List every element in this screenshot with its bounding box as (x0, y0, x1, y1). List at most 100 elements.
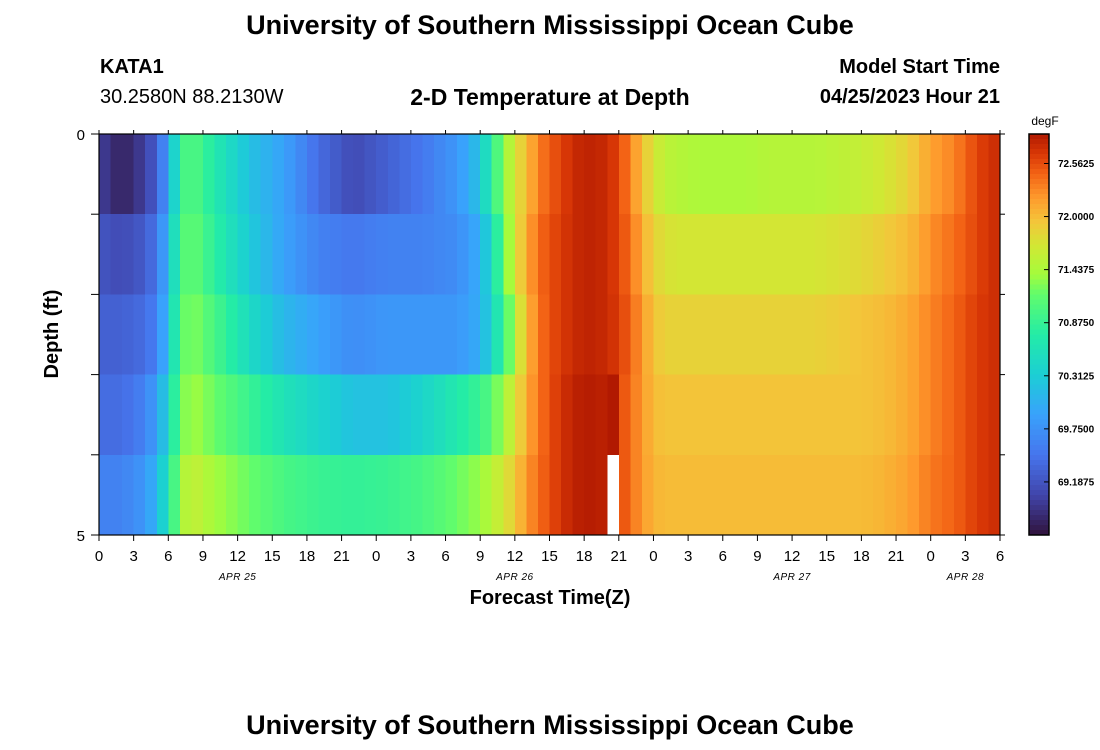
heatmap-cell (514, 454, 527, 536)
heatmap-cell (630, 294, 643, 375)
heatmap-cell (618, 134, 631, 215)
heatmap-cell (318, 134, 331, 215)
x-tick-label: 21 (333, 548, 350, 565)
heatmap-cell (803, 374, 816, 456)
heatmap-cell (745, 294, 758, 375)
colorbar-segment (1029, 249, 1049, 255)
heatmap-cell (226, 134, 239, 215)
heatmap-cell (514, 294, 527, 375)
colorbar-segment (1029, 134, 1049, 140)
heatmap-cell (641, 374, 654, 456)
heatmap-cell (907, 294, 920, 375)
heatmap-cell (907, 134, 920, 215)
heatmap-cell (526, 294, 539, 375)
heatmap-cell (953, 134, 966, 215)
heatmap-cell (191, 294, 204, 375)
x-axis-label: Forecast Time(Z) (470, 587, 631, 609)
heatmap-cell (561, 374, 573, 456)
colorbar-segment (1029, 234, 1049, 240)
heatmap-cell (768, 294, 781, 375)
heatmap-cell (457, 294, 470, 375)
heatmap-cell (468, 454, 481, 536)
heatmap-cell (815, 374, 828, 456)
heatmap-cell (376, 294, 389, 375)
colorbar-segment (1029, 264, 1049, 270)
heatmap-cell (665, 294, 677, 375)
colorbar-segment (1029, 334, 1049, 341)
heatmap-cell (503, 294, 516, 375)
heatmap-cell (561, 454, 573, 536)
heatmap-cell (445, 294, 458, 375)
heatmap-cell (272, 294, 285, 375)
colorbar-segment (1029, 194, 1049, 200)
x-tick-label: 6 (996, 548, 1004, 565)
heatmap-cell (226, 454, 239, 536)
heatmap-cell (907, 214, 920, 295)
heatmap-cell (803, 454, 816, 536)
heatmap-cell (676, 454, 689, 536)
heatmap-cell (872, 454, 885, 536)
heatmap-cell (792, 374, 805, 456)
heatmap-cell (341, 294, 354, 375)
heatmap-cell (272, 454, 285, 536)
x-tick-label: 3 (407, 548, 415, 565)
heatmap-cell (214, 374, 227, 456)
heatmap-cell (249, 294, 262, 375)
heatmap-cell (757, 134, 770, 215)
colorbar-segment (1029, 449, 1049, 456)
heatmap-cell (988, 294, 1001, 375)
heatmap-cell (526, 134, 539, 215)
heatmap-cell (249, 454, 262, 536)
colorbar-segment (1029, 219, 1049, 225)
heatmap-cell (803, 134, 816, 215)
heatmap-cell (688, 294, 701, 375)
heatmap-cell (861, 214, 874, 295)
heatmap-cell (665, 134, 677, 215)
heatmap-cell (260, 454, 273, 536)
heatmap-cell (607, 294, 620, 375)
colorbar-segment (1029, 204, 1049, 210)
heatmap-cell (699, 454, 712, 536)
x-tick-label: 18 (853, 548, 870, 565)
heatmap-cell (688, 454, 701, 536)
heatmap-cell (191, 454, 204, 536)
colorbar-segment (1029, 469, 1049, 476)
heatmap-cell (318, 454, 331, 536)
heatmap-cell (99, 134, 111, 215)
heatmap-cell (537, 294, 550, 375)
heatmap-cell (122, 294, 135, 375)
heatmap-cell (884, 294, 897, 375)
heatmap-cell (595, 454, 608, 536)
heatmap-cell (133, 134, 146, 215)
heatmap-cell (953, 454, 966, 536)
heatmap-cell (491, 134, 504, 215)
heatmap-cell (919, 454, 932, 536)
colorbar-segment (1029, 514, 1049, 521)
heatmap-cell (306, 214, 319, 295)
heatmap-cell (457, 134, 470, 215)
heatmap-cell (214, 454, 227, 536)
date-label: APR 27 (772, 572, 810, 583)
colorbar-segment (1029, 324, 1049, 330)
heatmap-cell (433, 294, 446, 375)
x-tick-label: 9 (476, 548, 484, 565)
heatmap-cell (849, 134, 862, 215)
heatmap-cell (803, 294, 816, 375)
heatmap-cell (768, 454, 781, 536)
heatmap-cell (330, 294, 342, 375)
x-tick-label: 12 (507, 548, 524, 565)
colorbar-segment (1029, 299, 1049, 305)
heatmap-cell (422, 294, 435, 375)
heatmap-cell (618, 374, 631, 456)
heatmap-cell (792, 454, 805, 536)
heatmap-cell (976, 134, 989, 215)
heatmap-cell (387, 374, 400, 456)
heatmap-cell (503, 214, 516, 295)
x-tick-label: 3 (684, 548, 692, 565)
x-tick-label: 21 (610, 548, 627, 565)
heatmap-cell (145, 214, 158, 295)
colorbar-unit: degF (1031, 114, 1058, 128)
heatmap-cell (953, 214, 966, 295)
heatmap-cell (168, 374, 181, 456)
heatmap-cell (145, 374, 158, 456)
